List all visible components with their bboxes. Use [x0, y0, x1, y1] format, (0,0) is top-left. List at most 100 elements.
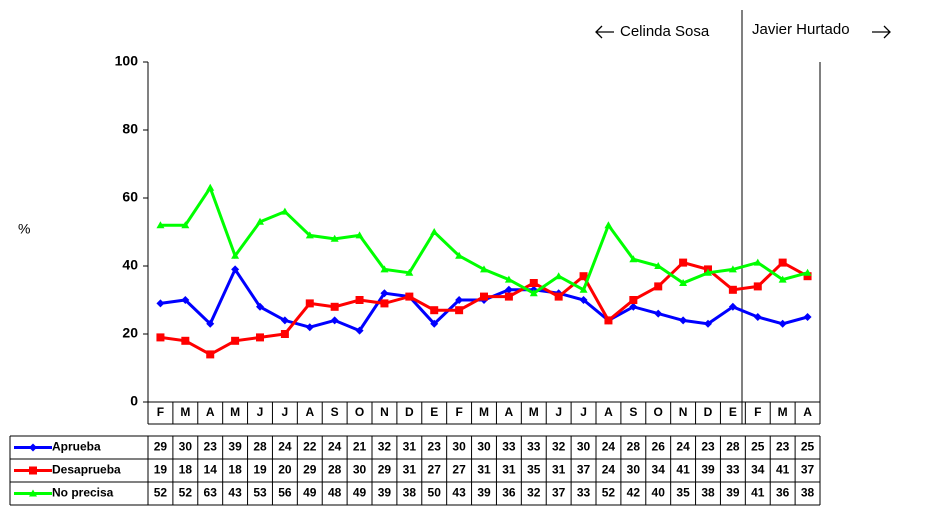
point: [256, 302, 264, 311]
table-value: 30: [179, 440, 193, 454]
x-tick-label: A: [505, 405, 514, 419]
table-value: 36: [776, 486, 790, 500]
table-value: 41: [776, 463, 790, 477]
point: [554, 292, 563, 301]
x-tick-label: M: [778, 405, 788, 419]
point: [679, 279, 688, 286]
point: [405, 268, 414, 276]
table-value: 49: [303, 486, 317, 500]
table-value: 33: [577, 486, 591, 500]
point: [330, 234, 339, 242]
point: [156, 333, 165, 342]
table-value: 31: [552, 463, 566, 477]
table-value: 19: [154, 463, 168, 477]
arrow-right: [872, 25, 891, 39]
point: [803, 313, 812, 321]
table-value: 30: [477, 440, 491, 454]
x-tick-label: A: [206, 405, 215, 419]
y-tick-label: 60: [122, 189, 138, 205]
table-value: 30: [627, 463, 641, 477]
y-tick-label: 0: [130, 393, 138, 409]
point: [529, 279, 538, 287]
point: [280, 207, 289, 215]
table-value: 24: [602, 463, 616, 477]
x-tick-label: S: [629, 405, 637, 419]
table-value: 38: [403, 486, 417, 500]
table-value: 38: [701, 486, 715, 500]
point: [156, 221, 165, 229]
table-value: 29: [154, 440, 168, 454]
x-tick-label: N: [380, 405, 389, 419]
table-value: 40: [652, 486, 666, 500]
point: [480, 265, 488, 273]
point: [280, 330, 289, 338]
table-value: 52: [154, 486, 168, 500]
table-value: 27: [452, 463, 466, 477]
point: [654, 309, 663, 318]
table-value: 39: [228, 440, 242, 454]
point: [604, 221, 613, 229]
table-value: 33: [502, 440, 516, 454]
table-value: 23: [428, 440, 442, 454]
table-value: 24: [676, 440, 690, 454]
table-value: 39: [378, 486, 392, 500]
point: [206, 350, 215, 359]
point: [330, 316, 339, 325]
x-tick-label: D: [405, 405, 414, 419]
point: [579, 296, 588, 304]
table-value: 52: [179, 486, 193, 500]
point: [231, 265, 240, 274]
point: [380, 289, 389, 298]
table-value: 52: [602, 486, 616, 500]
point: [380, 299, 389, 308]
table-value: 21: [353, 440, 367, 454]
table-value: 43: [452, 486, 466, 500]
point: [430, 228, 439, 235]
table-value: 25: [801, 440, 815, 454]
table-value: 28: [627, 440, 641, 454]
point: [305, 231, 314, 239]
table-value: 18: [228, 463, 242, 477]
x-tick-label: O: [654, 405, 663, 419]
point: [206, 183, 215, 191]
point: [305, 299, 314, 308]
table-value: 43: [228, 486, 242, 500]
y-axis-label: %: [18, 221, 30, 237]
point: [455, 296, 464, 304]
point: [430, 306, 439, 315]
table-value: 32: [527, 486, 541, 500]
table-value: 34: [751, 463, 765, 477]
legend-marker: [29, 466, 37, 475]
table-value: 35: [527, 463, 541, 477]
table-value: 37: [801, 463, 815, 477]
table-value: 37: [577, 463, 591, 477]
table-value: 56: [278, 486, 292, 500]
point: [504, 275, 513, 283]
x-tick-label: F: [754, 405, 761, 419]
point: [778, 319, 787, 328]
point: [181, 336, 190, 345]
table-value: 39: [477, 486, 491, 500]
table-value: 31: [403, 463, 417, 477]
table-value: 23: [701, 440, 715, 454]
table-value: 28: [726, 440, 740, 454]
x-tick-label: E: [729, 405, 737, 419]
point: [704, 319, 712, 328]
point: [579, 272, 588, 281]
table-value: 32: [378, 440, 392, 454]
x-tick-label: M: [479, 405, 489, 419]
point: [778, 275, 787, 283]
table-value: 20: [278, 463, 292, 477]
x-tick-label: E: [430, 405, 438, 419]
point: [156, 299, 165, 308]
table-value: 24: [278, 440, 292, 454]
table-value: 28: [253, 440, 267, 454]
table-value: 29: [303, 463, 317, 477]
table-value: 31: [502, 463, 516, 477]
table-value: 41: [751, 486, 765, 500]
point: [654, 262, 663, 269]
point: [455, 251, 464, 259]
table-value: 53: [253, 486, 267, 500]
